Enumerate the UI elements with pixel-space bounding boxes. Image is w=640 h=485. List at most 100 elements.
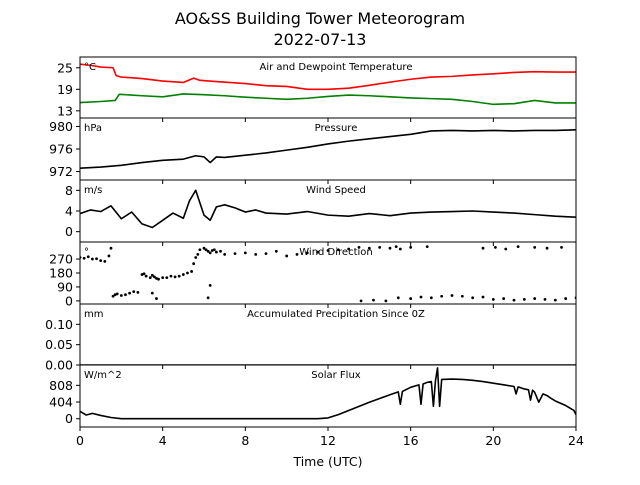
scatter-point — [388, 246, 392, 250]
scatter-point — [173, 275, 177, 279]
y-tick-label: 0 — [65, 411, 73, 426]
scatter-point — [132, 290, 136, 293]
panel-unit-label: hPa — [84, 123, 102, 134]
y-tick-label: 976 — [49, 142, 73, 157]
panel-unit-label: W/m^2 — [84, 370, 122, 381]
scatter-point — [429, 296, 433, 300]
y-tick-label: 13 — [57, 103, 73, 118]
scatter-point — [208, 284, 212, 287]
scatter-point — [460, 294, 464, 298]
scatter-point — [206, 249, 210, 253]
scatter-point — [165, 276, 169, 280]
scatter-point — [254, 253, 258, 256]
scatter-point — [153, 275, 156, 279]
scatter-point — [136, 290, 140, 294]
y-tick-label: 8 — [65, 183, 73, 198]
y-tick-label: 180 — [49, 266, 73, 281]
scatter-point — [86, 255, 90, 259]
scatter-point — [148, 276, 152, 280]
panel-temp: 13 19 25 °C Air and Dewpoint Temperature — [57, 56, 577, 122]
panel-title: Solar Flux — [311, 370, 361, 381]
panel-title: Pressure — [315, 123, 358, 134]
scatter-point — [396, 296, 400, 300]
y-tick-label: 0 — [65, 224, 73, 239]
scatter-point — [194, 256, 198, 259]
scatter-point — [285, 254, 289, 258]
scatter-point — [326, 249, 330, 252]
series-line-pressure-0 — [80, 129, 576, 169]
scatter-point — [103, 259, 107, 263]
scatter-point — [142, 272, 146, 276]
scatter-point — [215, 250, 218, 254]
panel-data-wind_dir — [80, 245, 576, 303]
x-tick-label: 24 — [568, 433, 584, 448]
scatter-point — [522, 297, 526, 301]
panel-data-pressure — [80, 129, 576, 169]
scatter-point — [150, 273, 154, 277]
scatter-point — [450, 294, 454, 297]
y-tick-label: 404 — [49, 395, 73, 410]
chart-title-line2: 2022-07-13 — [274, 30, 367, 49]
scatter-point — [208, 251, 212, 255]
panel-data-solar — [80, 367, 576, 420]
y-tick-label: 19 — [57, 82, 73, 97]
scatter-point — [155, 297, 158, 300]
x-tick-label: 8 — [241, 433, 249, 448]
panel-unit-label: mm — [84, 309, 103, 320]
scatter-point — [440, 294, 444, 298]
scatter-point — [359, 299, 363, 303]
scatter-point — [177, 274, 181, 278]
scatter-point — [128, 291, 132, 295]
series-line-solar-0 — [80, 367, 576, 420]
scatter-point — [202, 246, 206, 250]
x-tick-label: 0 — [76, 433, 84, 448]
scatter-point — [553, 298, 557, 302]
y-tick-label: 270 — [49, 252, 73, 267]
scatter-point — [367, 246, 371, 250]
scatter-point — [119, 294, 123, 297]
scatter-point — [533, 297, 537, 300]
scatter-point — [99, 259, 103, 262]
panel-data-wind_speed — [80, 189, 576, 229]
y-tick-label: 90 — [57, 279, 73, 294]
scatter-point — [219, 249, 222, 253]
scatter-point — [295, 253, 299, 256]
scatter-point — [316, 250, 320, 254]
panel-data-temp — [80, 63, 576, 106]
y-tick-label: 0.00 — [45, 358, 73, 373]
scatter-point — [305, 251, 309, 255]
x-tick-label: 16 — [403, 433, 419, 448]
x-tick-label: 20 — [485, 433, 501, 448]
scatter-point — [206, 296, 210, 300]
scatter-point — [186, 271, 189, 275]
y-tick-label: 0.10 — [45, 317, 73, 332]
scatter-point — [212, 248, 216, 252]
y-tick-label: 980 — [49, 119, 73, 134]
panel-title: Wind Direction — [299, 247, 373, 258]
scatter-point — [91, 257, 94, 261]
x-tick-label: 12 — [320, 433, 336, 448]
scatter-point — [494, 246, 497, 249]
scatter-point — [384, 299, 388, 303]
series-line-temp-0 — [80, 63, 576, 91]
scatter-point — [425, 245, 429, 249]
scatter-point — [274, 249, 278, 253]
series-line-wind_speed-0 — [80, 189, 576, 229]
scatter-point — [394, 245, 398, 249]
scatter-point — [502, 297, 506, 300]
scatter-point — [512, 298, 516, 302]
scatter-point — [107, 254, 111, 258]
scatter-point — [233, 252, 237, 256]
scatter-point — [196, 253, 200, 256]
panel-pressure: 972 976 980 hPa Pressure — [49, 117, 577, 184]
chart-title-line1: AO&SS Building Tower Meteorogram — [175, 9, 465, 28]
y-tick-label: 25 — [57, 60, 73, 75]
scatter-point — [545, 246, 549, 250]
scatter-point — [491, 297, 495, 301]
scatter-point — [190, 270, 194, 273]
